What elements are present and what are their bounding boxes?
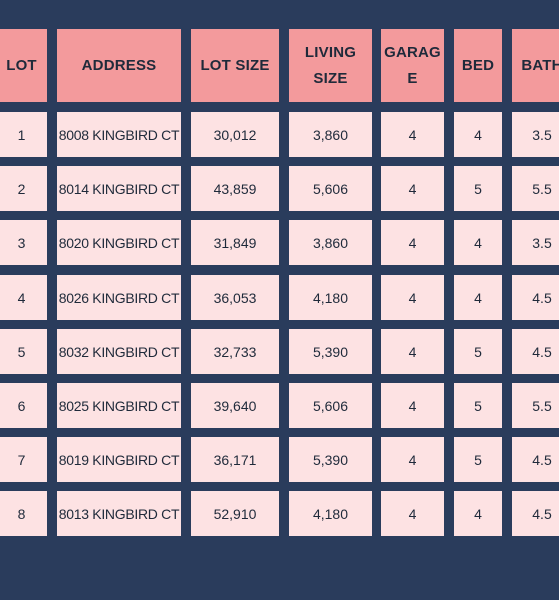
column-header-living-size: LIVING SIZE	[289, 29, 372, 102]
column-header-address: ADDRESS	[57, 29, 181, 102]
cell-living-size: 3,860	[289, 220, 372, 265]
cell-garage: 4	[381, 220, 444, 265]
cell-bath: 3.5	[512, 112, 559, 157]
cell-bed: 4	[454, 491, 502, 536]
cell-address: 8020 KINGBIRD CT	[57, 220, 181, 265]
cell-lot: 7	[0, 437, 47, 482]
cell-lot: 4	[0, 275, 47, 320]
cell-lot-size: 32,733	[191, 329, 279, 374]
cell-garage: 4	[381, 275, 444, 320]
cell-lot: 1	[0, 112, 47, 157]
cell-bed: 5	[454, 383, 502, 428]
cell-garage: 4	[381, 112, 444, 157]
cell-living-size: 4,180	[289, 491, 372, 536]
cell-bed: 4	[454, 275, 502, 320]
column-header-bath: BATH	[512, 29, 559, 102]
cell-bed: 5	[454, 437, 502, 482]
cell-address: 8014 KINGBIRD CT	[57, 166, 181, 211]
cell-address: 8032 KINGBIRD CT	[57, 329, 181, 374]
cell-lot: 8	[0, 491, 47, 536]
cell-lot-size: 31,849	[191, 220, 279, 265]
cell-bath: 5.5	[512, 166, 559, 211]
cell-living-size: 4,180	[289, 275, 372, 320]
cell-bed: 4	[454, 220, 502, 265]
cell-lot: 6	[0, 383, 47, 428]
cell-bath: 4.5	[512, 329, 559, 374]
column-header-lot: LOT	[0, 29, 47, 102]
cell-address: 8019 KINGBIRD CT	[57, 437, 181, 482]
cell-lot-size: 36,171	[191, 437, 279, 482]
cell-lot: 3	[0, 220, 47, 265]
cell-bath: 4.5	[512, 437, 559, 482]
cell-garage: 4	[381, 491, 444, 536]
cell-lot: 2	[0, 166, 47, 211]
cell-lot-size: 36,053	[191, 275, 279, 320]
cell-bath: 4.5	[512, 491, 559, 536]
cell-living-size: 3,860	[289, 112, 372, 157]
cell-garage: 4	[381, 383, 444, 428]
cell-garage: 4	[381, 329, 444, 374]
column-header-bed: BED	[454, 29, 502, 102]
cell-bed: 5	[454, 166, 502, 211]
cell-lot-size: 52,910	[191, 491, 279, 536]
cell-bath: 3.5	[512, 220, 559, 265]
cell-address: 8025 KINGBIRD CT	[57, 383, 181, 428]
cell-lot-size: 30,012	[191, 112, 279, 157]
column-header-lot-size: LOT SIZE	[191, 29, 279, 102]
cell-bed: 4	[454, 112, 502, 157]
cell-garage: 4	[381, 166, 444, 211]
cell-lot: 5	[0, 329, 47, 374]
cell-garage: 4	[381, 437, 444, 482]
cell-address: 8026 KINGBIRD CT	[57, 275, 181, 320]
cell-bed: 5	[454, 329, 502, 374]
cell-bath: 5.5	[512, 383, 559, 428]
cell-lot-size: 43,859	[191, 166, 279, 211]
cell-bath: 4.5	[512, 275, 559, 320]
cell-address: 8013 KINGBIRD CT	[57, 491, 181, 536]
cell-living-size: 5,390	[289, 437, 372, 482]
cell-living-size: 5,390	[289, 329, 372, 374]
column-header-garage: GARAG E	[381, 29, 444, 102]
cell-living-size: 5,606	[289, 166, 372, 211]
cell-living-size: 5,606	[289, 383, 372, 428]
cell-lot-size: 39,640	[191, 383, 279, 428]
cell-address: 8008 KINGBIRD CT	[57, 112, 181, 157]
